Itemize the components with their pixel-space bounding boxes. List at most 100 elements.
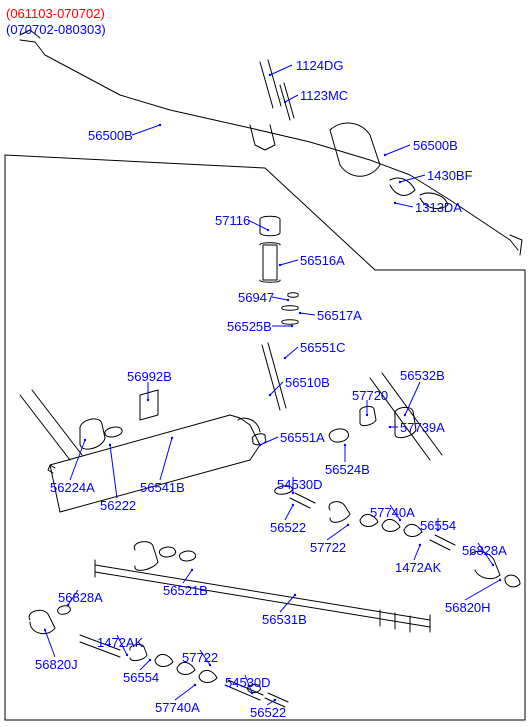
leader-dot (209, 664, 211, 666)
leader-line (465, 580, 500, 600)
leader-dot (419, 544, 421, 546)
leader-line (390, 505, 400, 520)
leader-dot (399, 519, 401, 521)
pinion-stack (252, 216, 298, 445)
pinion-stack-path (288, 293, 298, 298)
upper-gear-assembly-path (420, 193, 448, 208)
pinion-stack-path (282, 306, 298, 311)
lower-rack-right (275, 486, 520, 587)
leader-line (160, 438, 172, 480)
main-tube-path (105, 427, 122, 437)
main-tube-path (20, 395, 70, 460)
leader-line (248, 220, 268, 230)
leader-line (327, 525, 348, 540)
leader-dot (126, 654, 128, 656)
header-date-range: (061103-070702) (6, 6, 105, 21)
leader-dot (284, 357, 286, 359)
lower-rack-left-path (265, 693, 288, 707)
upper-gear-assembly-path (20, 40, 518, 250)
pinion-stack-path (263, 245, 277, 280)
lower-rack-left-path (29, 610, 55, 633)
leader-dot (159, 124, 161, 126)
leader-dot (287, 299, 289, 301)
leader-dot (44, 629, 46, 631)
lower-rack-bar (95, 542, 430, 632)
leader-dot (171, 437, 173, 439)
main-tube-path (32, 390, 82, 455)
leader-line (272, 297, 288, 300)
leader-line (68, 590, 78, 605)
leader-line (270, 65, 292, 75)
pinion-stack-path (260, 216, 280, 236)
leader-line (385, 145, 410, 155)
leader-line (110, 445, 117, 498)
leader-line (45, 630, 55, 657)
leader-line (175, 685, 195, 700)
leader-dot (191, 569, 193, 571)
leader-dot (344, 444, 346, 446)
leader-dot (366, 414, 368, 416)
leader-line (140, 660, 150, 670)
upper-gear-assembly-path (390, 178, 415, 195)
leader-dot (499, 579, 501, 581)
main-tube-path (329, 429, 348, 442)
leader-line (300, 313, 315, 315)
leader-line (70, 440, 85, 480)
upper-gear-assembly-path (260, 62, 273, 108)
leader-line (280, 260, 298, 265)
leader-dot (294, 594, 296, 596)
leader-dot (109, 444, 111, 446)
leader-line (132, 125, 160, 135)
upper-gear-assembly-path (330, 123, 380, 176)
leader-dot (492, 564, 494, 566)
leader-dot (284, 101, 286, 103)
leader-dot (299, 312, 301, 314)
header-date-range: (070702-080303) (6, 22, 106, 37)
leader-dot (279, 264, 281, 266)
leader-line (200, 650, 210, 665)
leader-line (260, 437, 278, 445)
main-tube-path (140, 390, 158, 420)
upper-gear-assembly-path (510, 235, 522, 255)
leader-dot (194, 684, 196, 686)
leader-dot (267, 229, 269, 231)
leader-dot (274, 699, 276, 701)
leader-line (117, 635, 127, 655)
leader-dot (384, 154, 386, 156)
lower-rack-left-path (155, 654, 217, 682)
lower-rack-left-path (80, 642, 120, 657)
leader-dot (292, 504, 294, 506)
upper-gear-assembly-path (268, 60, 281, 106)
lower-rack-left (29, 606, 288, 707)
leader-line (478, 543, 493, 565)
leader-dot (149, 659, 151, 661)
lower-rack-right-path (275, 486, 293, 495)
leader-dot (269, 394, 271, 396)
main-tube-path (238, 418, 260, 432)
lower-rack-right-path (505, 575, 520, 587)
leader-line (285, 347, 298, 358)
upper-gear-assembly-path (284, 83, 294, 118)
leader-line (285, 505, 293, 520)
leader-dot (269, 74, 271, 76)
main-tube (20, 373, 442, 512)
leader-line (285, 95, 298, 102)
pinion-stack-path (282, 320, 298, 325)
leader-dot (292, 492, 294, 494)
lower-rack-left-path (130, 644, 147, 660)
leader-dot (251, 692, 253, 694)
lower-rack-bar-path (159, 547, 175, 557)
lower-rack-right-path (329, 502, 350, 523)
upper-gear-assembly (20, 30, 522, 255)
leader-line (280, 595, 295, 612)
main-tube-path (360, 406, 376, 425)
lower-rack-left-path (58, 606, 71, 615)
leader-dot (394, 202, 396, 204)
lower-rack-bar-path (380, 610, 410, 632)
leader-line (414, 545, 420, 560)
leader-dot (389, 426, 391, 428)
parts-diagram-canvas (0, 0, 532, 727)
main-tube-path (370, 378, 430, 460)
lower-rack-right-path (470, 551, 500, 578)
leader-dot (437, 529, 439, 531)
